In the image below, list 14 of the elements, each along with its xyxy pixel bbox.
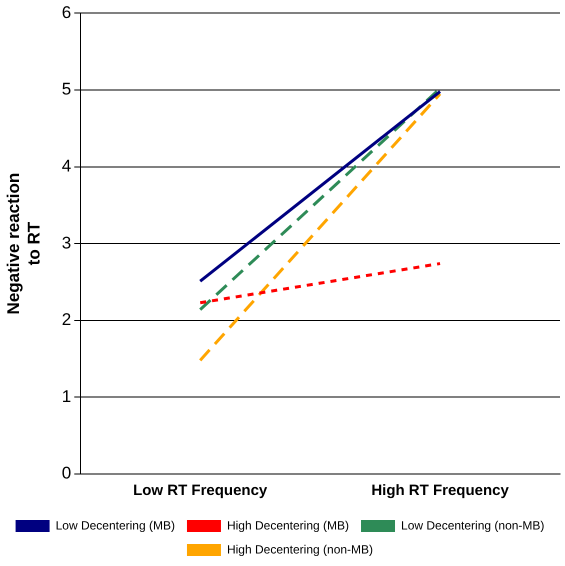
legend-label: High Decentering (MB) xyxy=(226,518,350,532)
y-tick-label: 6 xyxy=(62,2,72,22)
y-tick-label: 1 xyxy=(62,386,72,406)
legend-label: Low Decentering (MB) xyxy=(56,518,175,532)
x-tick-label: High RT Frequency xyxy=(371,482,510,500)
legend-label: High Decentering (non-MB) xyxy=(226,542,374,556)
y-tick-label: 0 xyxy=(62,464,72,483)
legend-label: Low Decentering (non-MB) xyxy=(401,518,544,532)
y-tick-label: 4 xyxy=(62,156,72,176)
y-tick-label: 3 xyxy=(62,233,72,252)
y-tick-label: 2 xyxy=(62,310,72,330)
x-tick-label: Low RT Frequency xyxy=(133,482,268,500)
y-axis-title: Negative reaction to RT xyxy=(4,172,44,314)
y-tick-label: 5 xyxy=(62,80,72,99)
